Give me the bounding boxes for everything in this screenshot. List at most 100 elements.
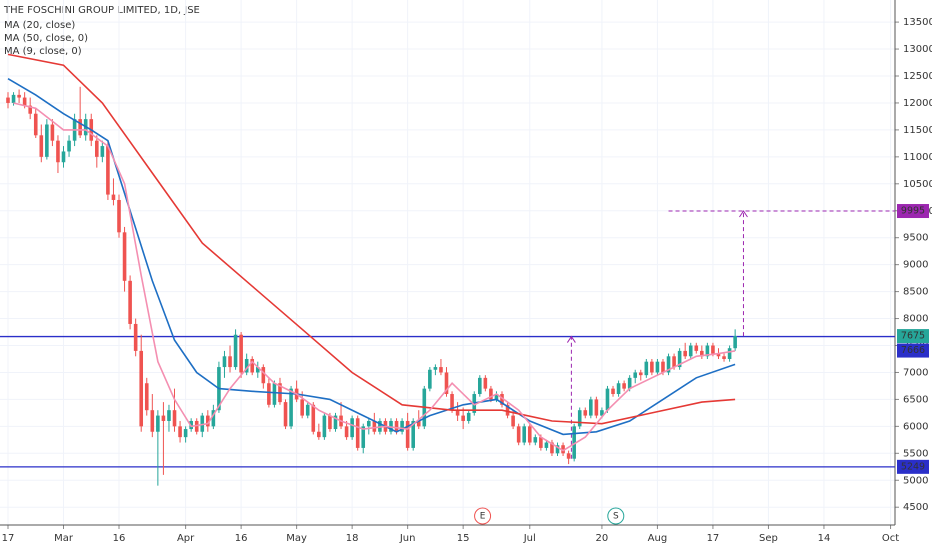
price-tag-label: 7666 <box>901 345 925 356</box>
chart-title: THE FOSCHINI GROUP LIMITED, 1D, JSE <box>3 5 200 16</box>
arrow-head <box>739 210 748 218</box>
candle-body <box>638 372 643 376</box>
candle-body <box>305 404 310 416</box>
candle-body <box>572 426 576 459</box>
y-tick-label: 4500 <box>903 502 928 513</box>
moving-average <box>13 102 736 452</box>
candle-body <box>428 369 432 389</box>
candle-body <box>17 94 21 98</box>
event-marker <box>474 507 492 525</box>
price-tag <box>897 204 929 219</box>
y-tick-label: 8000 <box>903 314 928 325</box>
candle-body <box>550 442 554 454</box>
candle-body <box>311 404 316 432</box>
candle-body <box>666 356 671 373</box>
price-tag <box>897 329 929 344</box>
y-tick-label: 9500 <box>903 233 928 244</box>
candle-body <box>328 415 332 430</box>
candle-body <box>694 345 699 351</box>
candle-body <box>672 356 676 368</box>
y-tick-label: 12000 <box>903 98 932 109</box>
candle-body <box>122 232 127 281</box>
candle-body <box>589 399 593 416</box>
candle-body <box>272 383 277 405</box>
event-marker <box>607 507 625 525</box>
candle-body <box>627 377 632 389</box>
candle-body <box>11 94 16 103</box>
candle-body <box>433 367 438 370</box>
y-tick-label: 5000 <box>903 475 928 486</box>
candle-body <box>366 420 371 427</box>
candle-body <box>167 410 171 421</box>
arrow-head <box>566 335 576 343</box>
candle-body <box>444 372 449 395</box>
candle-body <box>361 426 366 448</box>
candle-body <box>661 361 665 373</box>
y-tick-label: 13500 <box>903 17 932 28</box>
candle-body <box>483 377 488 389</box>
y-tick-label: 10500 <box>903 179 932 190</box>
candle-body <box>283 402 288 427</box>
candle-body <box>566 453 571 459</box>
candle-body <box>289 388 293 427</box>
y-tick-label: 6500 <box>903 394 928 405</box>
x-tick-label: 18 <box>346 533 359 544</box>
candle-body <box>533 437 538 443</box>
candle-body <box>677 350 682 368</box>
candle-body <box>700 350 704 357</box>
x-tick-label: Jun <box>399 533 416 544</box>
candle-body <box>156 415 160 432</box>
candle-body <box>33 113 38 136</box>
price-tag <box>897 459 929 474</box>
x-tick-label: 16 <box>113 533 126 544</box>
candle-body <box>67 140 71 152</box>
x-tick-label: Oct <box>882 533 899 544</box>
candle-body <box>727 348 732 359</box>
price-tag-label: 5249 <box>901 461 925 472</box>
candle-body <box>50 124 55 141</box>
candle-body <box>711 345 715 354</box>
candle-body <box>56 140 60 163</box>
candle-body <box>239 334 243 373</box>
candle-body <box>172 410 177 427</box>
candle-body <box>206 415 210 427</box>
candle-body <box>233 334 238 368</box>
candle-body <box>178 426 182 438</box>
candle-body <box>128 280 132 324</box>
candle-body <box>600 410 604 416</box>
candle-body <box>222 356 227 368</box>
candle-body <box>161 415 166 421</box>
x-tick-label: Mar <box>54 533 74 544</box>
candle-body <box>555 445 560 454</box>
candle-body <box>28 105 32 114</box>
x-tick-label: 16 <box>235 533 248 544</box>
candle-body <box>194 420 199 432</box>
candle-body <box>6 97 10 103</box>
moving-average <box>7 78 736 436</box>
legend-entry: MA (20, close) <box>4 20 75 31</box>
candle-body <box>244 358 249 373</box>
candle-body <box>722 356 726 359</box>
candle-body <box>211 410 216 427</box>
candle-body <box>139 350 144 427</box>
candle-body <box>539 437 543 448</box>
x-tick-label: Aug <box>648 533 668 544</box>
candle-body <box>683 350 687 357</box>
candle-body <box>733 336 737 349</box>
candle-body <box>494 394 499 400</box>
x-tick-label: Apr <box>177 533 195 544</box>
candle-body <box>355 418 360 448</box>
candle-body <box>655 361 660 373</box>
candle-body <box>405 420 410 448</box>
candle-body <box>300 399 304 416</box>
x-tick-label: 14 <box>818 533 831 544</box>
candle-body <box>39 135 44 157</box>
candle-body <box>644 361 649 376</box>
candle-body <box>583 410 588 416</box>
x-tick-label: 15 <box>457 533 470 544</box>
candle-body <box>78 119 82 136</box>
price-tag-label: 7675 <box>901 331 925 342</box>
candle-body <box>228 356 232 368</box>
